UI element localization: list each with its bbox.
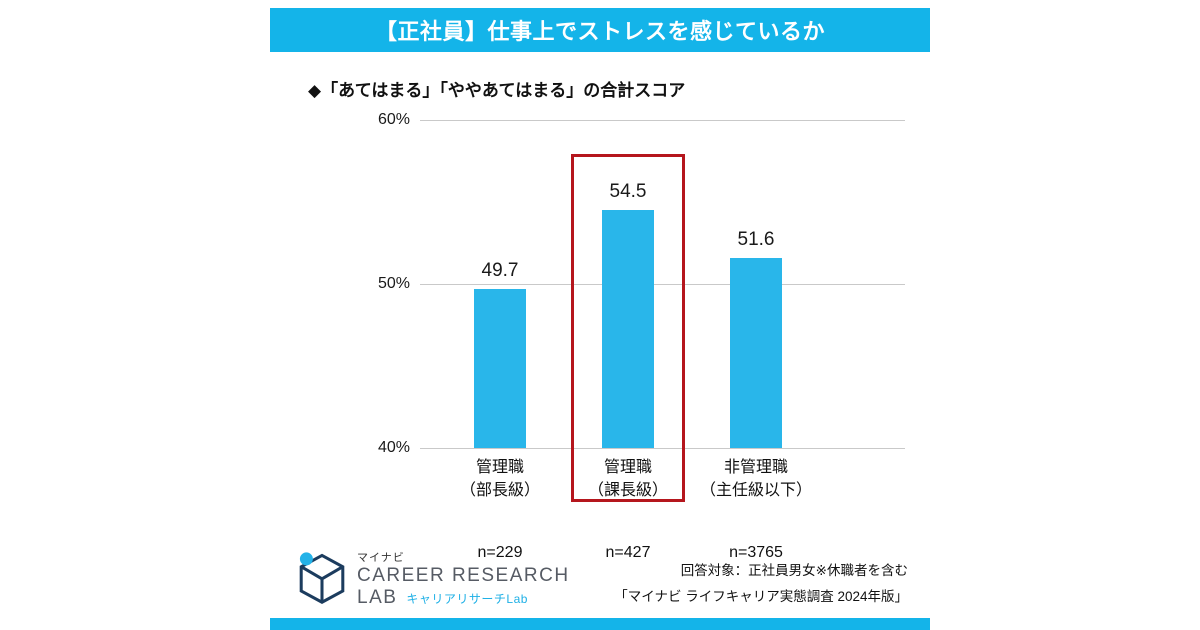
logo-brand: マイナビ — [357, 552, 405, 565]
bar — [730, 257, 782, 448]
n-label: n=3765 — [729, 544, 783, 561]
logo-text: マイナビ CAREER RESEARCH LAB キャリアリサーチLab — [357, 552, 570, 608]
gridline — [420, 284, 905, 285]
bar — [474, 288, 526, 448]
bar-value-label: 54.5 — [609, 181, 647, 203]
plot-area: 60% 50% 40% 49.7 管理職 （部長級） n=229 54.5 管理職 （課長級） n=… — [378, 111, 905, 561]
ytick-label: 50% — [377, 275, 410, 292]
n-label: n=427 — [605, 544, 651, 561]
gridline — [420, 120, 905, 121]
chart-subtitle: ◆「あてはまる」「ややあてはまる」の合計スコア — [308, 81, 686, 100]
hexagon-cube-icon — [296, 550, 348, 611]
category-label: 管理職 （課長級） — [587, 459, 668, 500]
gridline — [420, 448, 905, 449]
survey-source-note: 「マイナビ ライフキャリア実態調査 2024年版」 — [614, 588, 908, 604]
category-label: 非管理職 （主任級以下） — [699, 459, 812, 500]
survey-target-note: 回答対象：正社員男女※休職者を含む — [680, 563, 908, 578]
ytick-label: 40% — [377, 439, 410, 456]
category-label: 管理職 （部長級） — [459, 459, 540, 500]
ytick-label: 60% — [377, 111, 410, 128]
n-label: n=229 — [477, 544, 523, 561]
bar-value-label: 51.6 — [737, 228, 775, 250]
logo-subtitle: キャリアリサーチLab — [406, 591, 528, 606]
logo-lab: LAB — [357, 586, 398, 608]
bottom-accent-strip — [270, 618, 930, 630]
bar — [602, 210, 654, 448]
logo-title-line2: LAB キャリアリサーチLab — [357, 587, 570, 609]
footer-notes: 回答対象：正社員男女※休職者を含む 「マイナビ ライフキャリア実態調査 2024… — [614, 558, 908, 609]
logo-title-line1: CAREER RESEARCH — [357, 564, 570, 586]
bar-value-label: 49.7 — [481, 259, 519, 281]
chart-title-banner: 【正社員】仕事上でストレスを感じているか — [270, 8, 930, 52]
survey-chart-card: 【正社員】仕事上でストレスを感じているか ◆「あてはまる」「ややあてはまる」の合… — [270, 0, 930, 630]
highlight-box — [571, 154, 685, 502]
chart-title: 【正社員】仕事上でストレスを感じているか — [374, 19, 825, 44]
career-research-lab-logo: マイナビ CAREER RESEARCH LAB キャリアリサーチLab — [296, 550, 570, 611]
